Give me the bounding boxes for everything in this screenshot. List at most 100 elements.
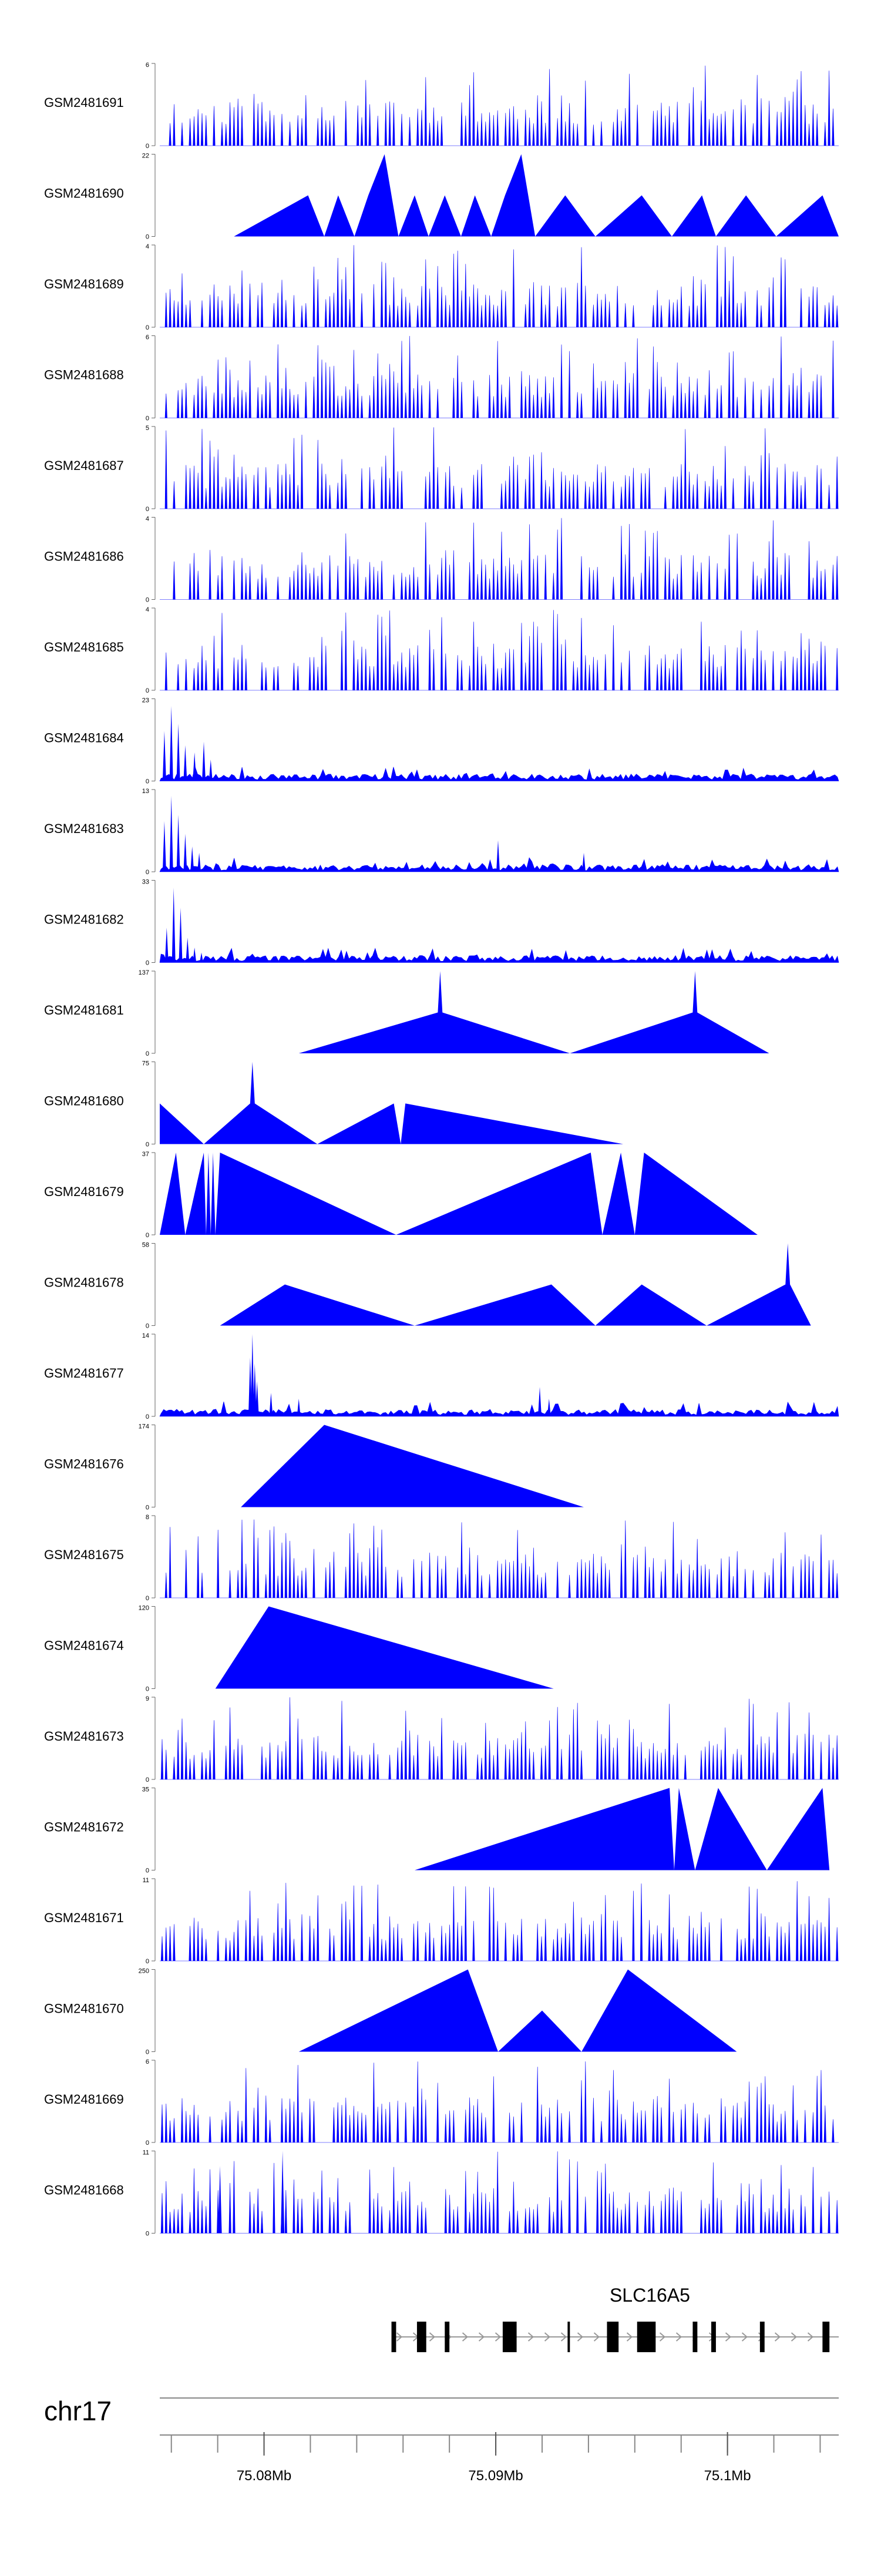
exon <box>416 2322 426 2352</box>
exon <box>607 2322 619 2352</box>
y-max-label: 174 <box>139 1423 149 1430</box>
strand-arrow <box>577 2332 584 2342</box>
track-GSM2481675: GSM2481675 8 0 <box>44 1514 839 1602</box>
y-max-label: 75 <box>142 1060 149 1067</box>
y-min-label: 0 <box>146 506 149 513</box>
track-GSM2481686: GSM2481686 4 0 <box>44 516 839 604</box>
coverage-peak <box>162 821 166 872</box>
track-label: GSM2481680 <box>44 1094 124 1109</box>
coverage-area <box>160 1153 758 1235</box>
coverage-area <box>298 1969 737 2052</box>
y-max-label: 6 <box>146 2058 149 2065</box>
track-label: GSM2481686 <box>44 549 124 564</box>
y-min-label: 0 <box>146 597 149 604</box>
strand-arrow <box>462 2332 469 2342</box>
track-GSM2481688: GSM2481688 6 0 <box>44 334 839 422</box>
y-min-label: 0 <box>146 687 149 694</box>
track-GSM2481689: GSM2481689 4 0 <box>44 243 839 331</box>
data-tracks: GSM248169160GSM2481690220GSM248168940GSM… <box>44 62 839 2238</box>
coverage-peak <box>209 760 213 781</box>
y-min-label: 0 <box>146 1050 149 1057</box>
y-max-label: 14 <box>142 1332 149 1339</box>
track-label: GSM2481669 <box>44 2092 124 2107</box>
track-GSM2481673: GSM2481673 9 0 <box>44 1695 839 1784</box>
coverage-peak <box>297 1399 301 1416</box>
track-GSM2481685: GSM2481685 4 0 <box>44 606 839 694</box>
y-min-label: 0 <box>146 415 149 422</box>
y-max-label: 6 <box>146 334 149 341</box>
y-max-label: 9 <box>146 1695 149 1702</box>
y-min-label: 0 <box>146 1595 149 1602</box>
y-min-label: 0 <box>146 2140 149 2147</box>
coverage-peak <box>538 1387 542 1416</box>
coverage-peak <box>172 888 176 963</box>
track-GSM2481670: GSM2481670 250 0 <box>44 1968 737 2056</box>
exon <box>637 2322 656 2352</box>
track-label: GSM2481672 <box>44 1820 124 1835</box>
y-min-label: 0 <box>146 1141 149 1148</box>
coverage-area <box>241 1425 584 1507</box>
y-min-label: 0 <box>146 778 149 785</box>
coverage-peak <box>547 1399 551 1416</box>
coverage-area <box>220 1243 811 1326</box>
track-label: GSM2481679 <box>44 1184 124 1199</box>
track-GSM2481676: GSM2481676 174 0 <box>44 1423 584 1512</box>
y-max-label: 37 <box>142 1151 149 1158</box>
track-GSM2481671: GSM2481671 11 0 <box>44 1877 839 1965</box>
y-max-label: 23 <box>142 697 149 704</box>
track-label: GSM2481681 <box>44 1003 124 1017</box>
coverage-peak <box>281 2151 285 2234</box>
y-min-label: 0 <box>146 2049 149 2056</box>
y-min-label: 0 <box>146 1686 149 1693</box>
strand-arrow <box>626 2332 633 2342</box>
y-min-label: 0 <box>146 1958 149 1965</box>
y-min-label: 0 <box>146 1323 149 1330</box>
track-label: GSM2481678 <box>44 1275 124 1290</box>
y-min-label: 0 <box>146 2231 149 2238</box>
track-label: GSM2481682 <box>44 912 124 927</box>
track-label: GSM2481691 <box>44 95 124 110</box>
coverage-peak <box>186 938 190 963</box>
coverage-area <box>159 857 839 872</box>
exon <box>711 2322 716 2352</box>
strand-arrow <box>478 2332 485 2342</box>
coverage-peak <box>169 706 173 781</box>
strand-arrow <box>659 2332 666 2342</box>
track-GSM2481669: GSM2481669 6 0 <box>44 2058 839 2147</box>
y-max-label: 11 <box>143 2150 149 2157</box>
coverage-peak <box>496 840 500 872</box>
y-max-label: 4 <box>146 516 149 523</box>
coverage-area <box>215 1606 554 1689</box>
coverage-area <box>160 1519 839 1598</box>
track-GSM2481678: GSM2481678 58 0 <box>44 1242 811 1330</box>
coverage-area <box>160 2151 839 2234</box>
y-max-label: 120 <box>139 1605 149 1612</box>
coverage-area <box>160 245 839 328</box>
track-label: GSM2481683 <box>44 821 124 836</box>
gene-name: SLC16A5 <box>610 2285 690 2306</box>
track-GSM2481687: GSM2481687 5 0 <box>44 425 839 513</box>
track-label: GSM2481689 <box>44 277 124 291</box>
coverage-area <box>160 2061 839 2143</box>
y-max-label: 22 <box>142 153 149 160</box>
y-min-label: 0 <box>146 143 149 150</box>
track-label: GSM2481687 <box>44 458 124 473</box>
exon <box>759 2322 765 2352</box>
coverage-peak <box>250 1334 254 1416</box>
track-GSM2481679: GSM2481679 37 0 <box>44 1151 758 1239</box>
coverage-area <box>160 518 839 600</box>
y-max-label: 137 <box>139 969 149 976</box>
coverage-peak <box>179 908 183 963</box>
coverage-area <box>160 335 839 418</box>
coverage-peak <box>218 2166 222 2234</box>
y-min-label: 0 <box>146 234 149 241</box>
y-min-label: 0 <box>146 324 149 331</box>
track-label: GSM2481690 <box>44 186 124 201</box>
chromosome-label: chr17 <box>44 2396 112 2426</box>
coverage-area <box>298 971 769 1053</box>
coverage-peak <box>169 795 173 872</box>
strand-arrow <box>675 2332 682 2342</box>
y-max-label: 5 <box>146 425 149 432</box>
coverage-area <box>160 1881 839 1962</box>
track-label: GSM2481688 <box>44 368 124 382</box>
